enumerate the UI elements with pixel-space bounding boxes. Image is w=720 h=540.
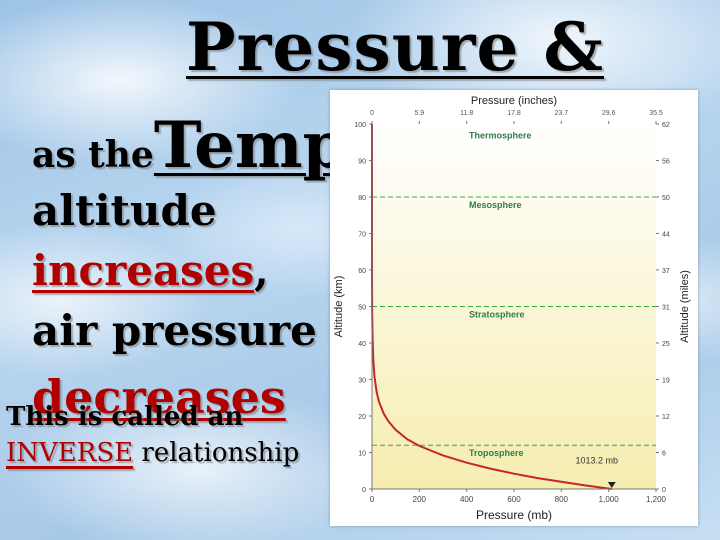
y2-tick-label: 37 xyxy=(662,268,670,275)
x-tick-label: 1,200 xyxy=(646,495,667,504)
layer-label-stratosphere: Stratosphere xyxy=(469,309,525,319)
x-tick-label: 400 xyxy=(460,495,474,504)
x-tick-label: 600 xyxy=(507,495,521,504)
x2-tick-label: 17.8 xyxy=(507,110,521,117)
y-tick-label: 20 xyxy=(358,414,366,421)
x2-tick-label: 11.8 xyxy=(460,110,473,117)
text-this-is-called: This is called an xyxy=(6,402,244,432)
y-tick-label: 30 xyxy=(358,378,366,385)
text-as-the: as the xyxy=(32,134,154,176)
x-axis-label: Pressure (mb) xyxy=(476,508,552,522)
y-tick-label: 80 xyxy=(358,195,366,202)
layer-label-troposphere: Troposphere xyxy=(469,448,524,458)
y2-tick-label: 56 xyxy=(662,159,670,166)
y-tick-label: 60 xyxy=(358,268,366,275)
x2-tick-label: 29.6 xyxy=(602,110,616,117)
layer-label-mesosphere: Mesosphere xyxy=(469,200,522,210)
text-line-temp: as theTemp xyxy=(32,108,347,183)
x-tick-label: 800 xyxy=(555,495,569,504)
layer-label-thermosphere: Thermosphere xyxy=(469,131,532,141)
y2-tick-label: 6 xyxy=(662,451,666,458)
y2-tick-label: 0 xyxy=(662,487,666,494)
x2-axis-label: Pressure (inches) xyxy=(471,95,557,107)
y-tick-label: 70 xyxy=(358,232,366,239)
text-altitude: altitude xyxy=(32,186,217,235)
x-tick-label: 0 xyxy=(370,495,375,504)
x2-tick-label: 0 xyxy=(370,110,374,117)
y-tick-label: 10 xyxy=(358,451,366,458)
chart-panel: Thermosphere Mesosphere Stratosphere Tropos… xyxy=(330,90,698,526)
y-tick-label: 100 xyxy=(354,122,366,129)
y2-tick-label: 62 xyxy=(662,122,670,129)
slide-title: Pressure & xyxy=(186,8,605,86)
text-decreases-word: decreases xyxy=(32,370,286,424)
y2-tick-label: 12 xyxy=(662,414,670,421)
pressure-altitude-chart: Thermosphere Mesosphere Stratosphere Tropos… xyxy=(333,95,691,522)
y-tick-label: 50 xyxy=(358,305,366,312)
text-increases: increases xyxy=(32,246,255,295)
text-air-pressure: air pressure xyxy=(32,306,317,355)
x2-tick-label: 5.9 xyxy=(414,110,424,117)
y-axis-label: Altitude (km) xyxy=(333,276,345,338)
text-line-increases: increases, xyxy=(32,246,269,295)
y-tick-label: 0 xyxy=(362,487,366,494)
text-inverse: INVERSE xyxy=(6,438,134,468)
x-tick-label: 1,000 xyxy=(599,495,620,504)
text-inverse-relationship: INVERSE relationship xyxy=(6,438,299,468)
x2-tick-label: 35.5 xyxy=(649,110,663,117)
y-tick-label: 90 xyxy=(358,159,366,166)
x-tick-label: 200 xyxy=(413,495,427,504)
x2-tick-label: 23.7 xyxy=(555,110,569,117)
text-decreases: decreases xyxy=(32,370,286,424)
y2-axis-label: Altitude (miles) xyxy=(679,270,691,343)
y2-tick-label: 25 xyxy=(662,341,670,348)
text-comma: , xyxy=(254,246,269,295)
text-temp: Temp xyxy=(153,108,348,183)
y2-tick-label: 19 xyxy=(662,378,670,385)
surface-pressure-marker xyxy=(607,482,616,488)
text-relationship: relationship xyxy=(133,438,300,468)
y2-tick-label: 44 xyxy=(662,232,670,239)
y-tick-label: 40 xyxy=(358,341,366,348)
y2-tick-label: 31 xyxy=(662,305,670,312)
surface-pressure-label: 1013.2 mb xyxy=(576,455,619,465)
y2-tick-label: 50 xyxy=(662,195,670,202)
